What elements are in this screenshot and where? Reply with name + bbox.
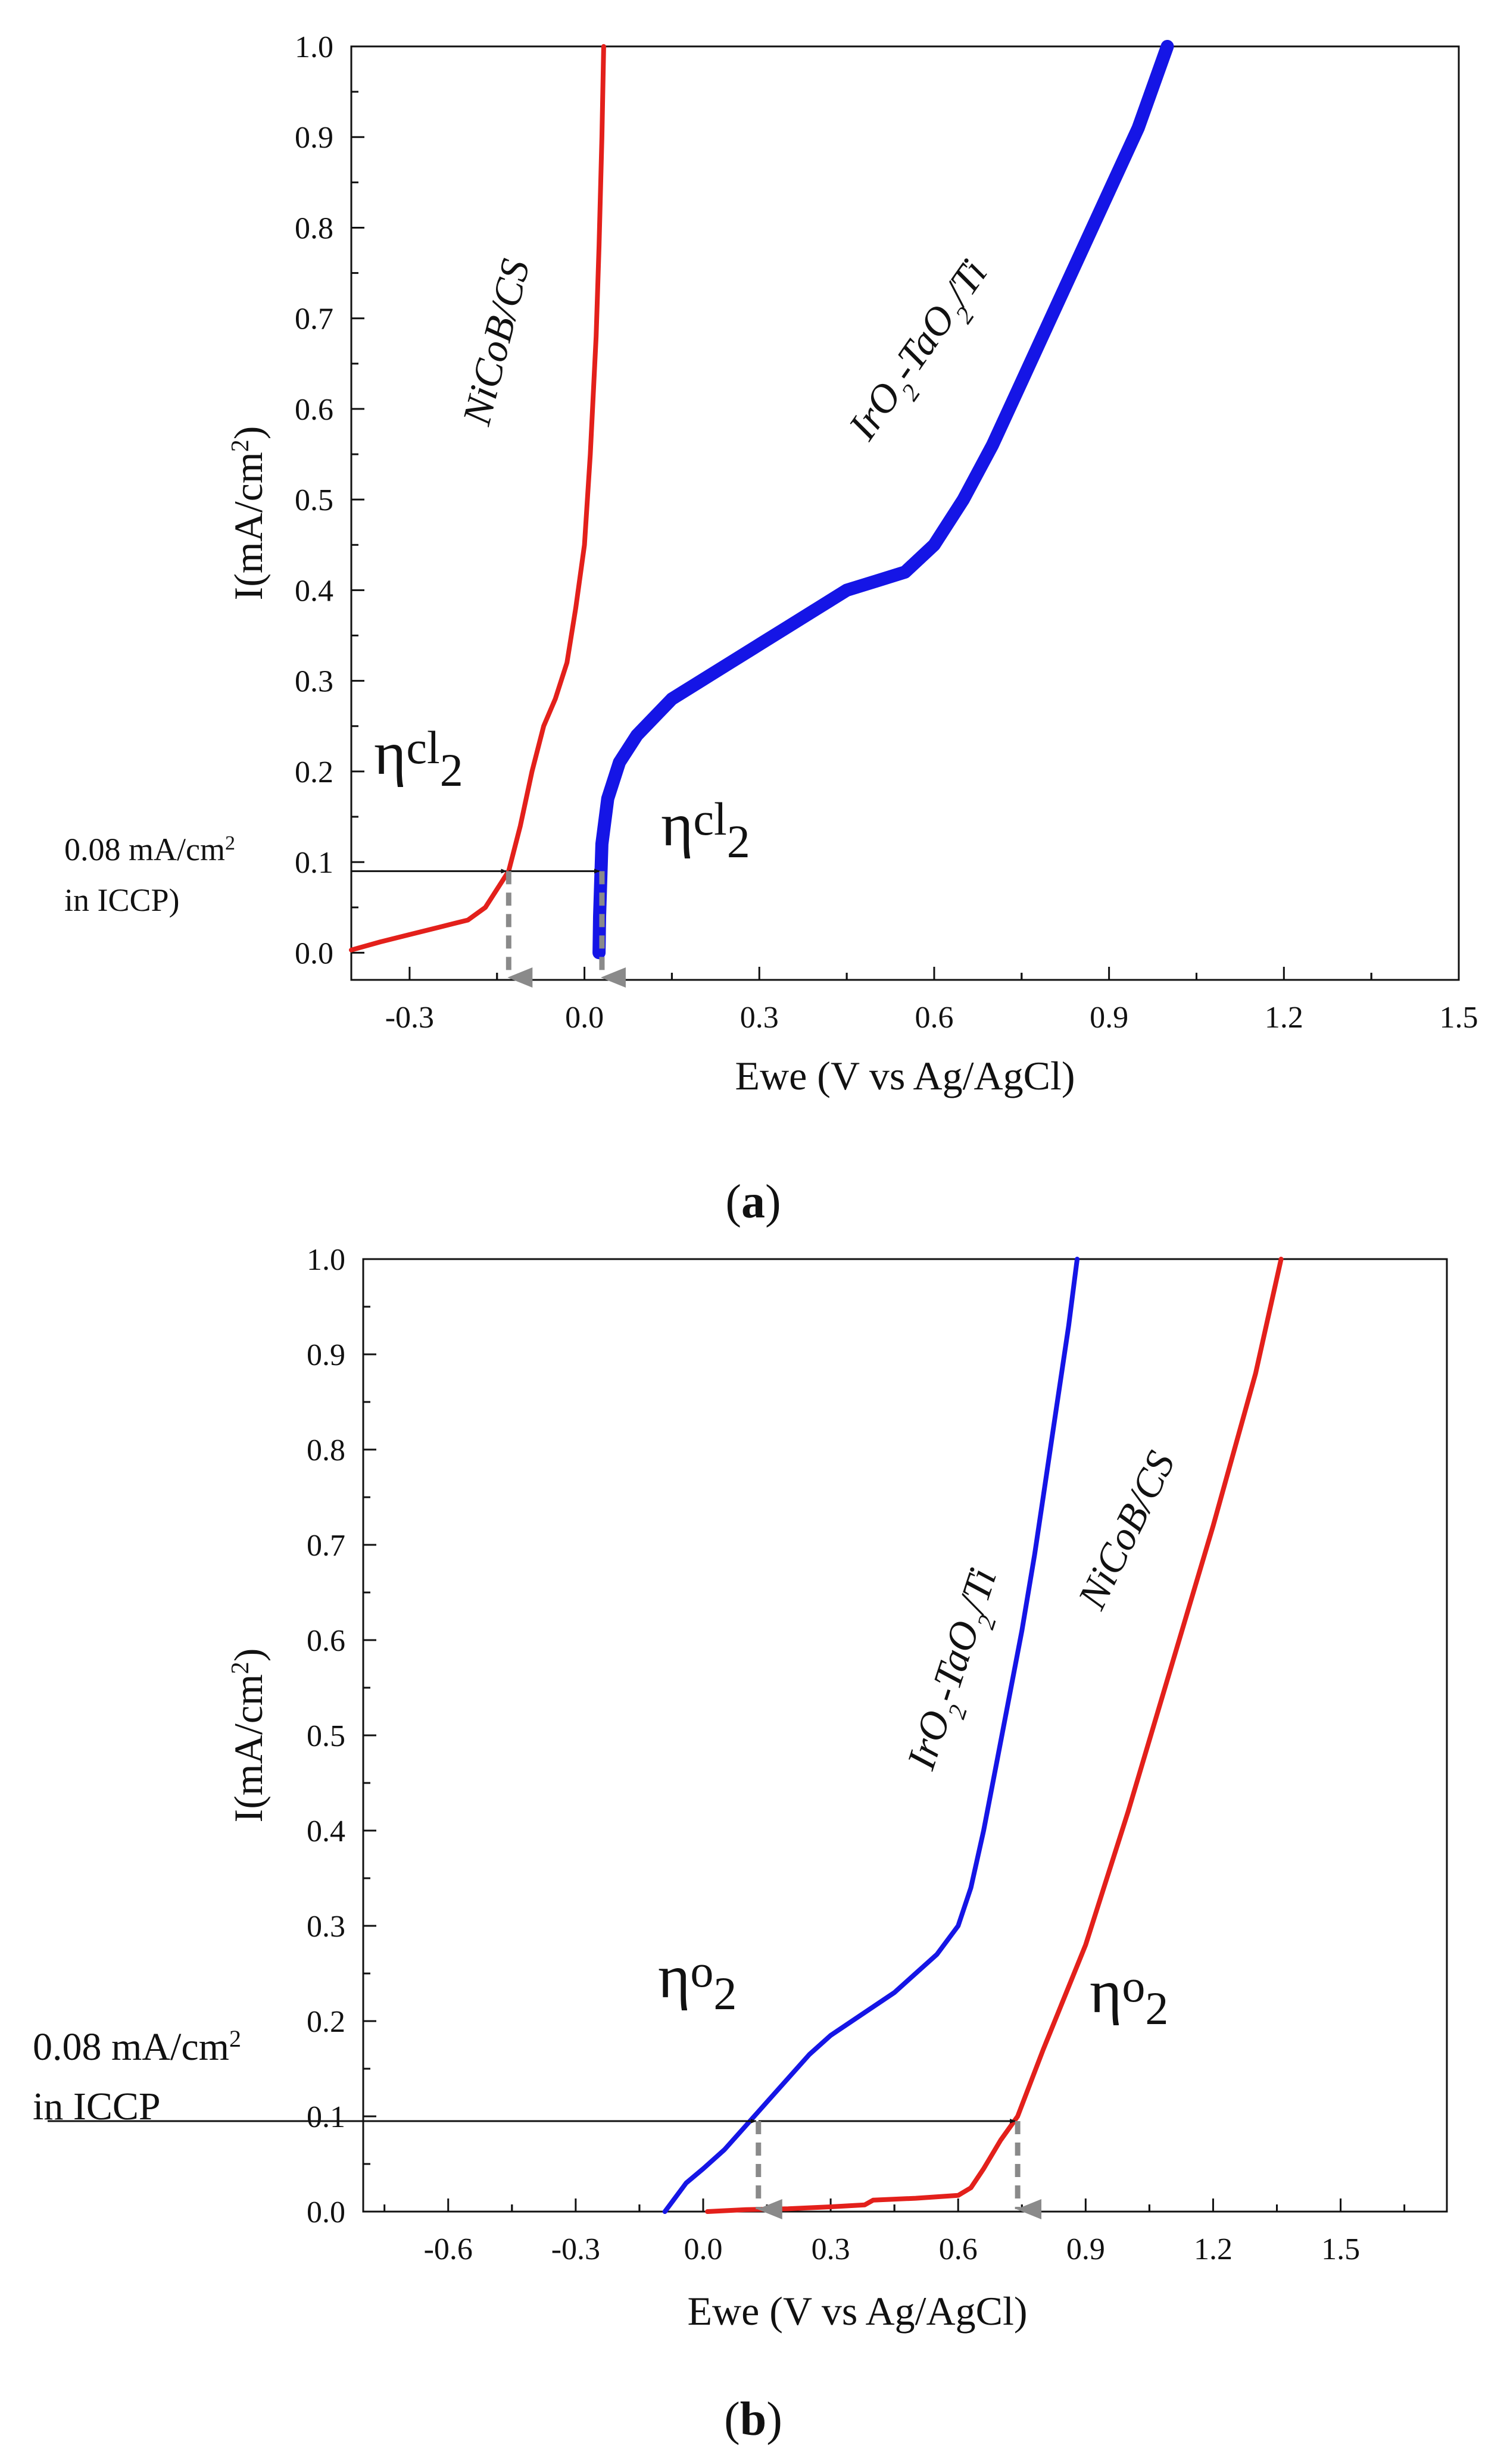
- x-tick-label: 0.9: [1066, 2232, 1105, 2266]
- y-tick-label: 0.7: [307, 1529, 345, 1563]
- x-axis-title: Ewe (V vs Ag/AgCl): [735, 1053, 1075, 1098]
- x-tick-label: 0.6: [915, 1001, 953, 1035]
- y-tick-label: 0.7: [295, 302, 333, 336]
- y-tick-label: 0.6: [307, 1624, 345, 1658]
- panel-caption-a: (a): [725, 1176, 781, 1228]
- y-tick-label: 0.8: [307, 1434, 345, 1467]
- panel-a-chart: 0.0 0.1 0.2 0.3 0.4 0.5 0.6 0.7 0.8 0.9 1.0 -0.3 0.…: [64, 30, 1478, 1228]
- annotations: [351, 869, 626, 988]
- y-axis-title: I(mA/cm2): [226, 1648, 271, 1823]
- y-tick-label: 1.0: [307, 1243, 345, 1277]
- y-tick-label: 0.0: [307, 2196, 345, 2229]
- y-tick-label: 0.9: [307, 1338, 345, 1372]
- x-axis: -0.6 -0.3 0.0 0.3 0.6 0.9 1.2 1.5: [383, 2198, 1406, 2266]
- y-tick-label: 0.0: [295, 936, 333, 970]
- current-density-note: 0.08 mA/cm2: [33, 2025, 241, 2069]
- y-tick-label: 0.3: [295, 665, 333, 699]
- plot-frame: [350, 45, 1460, 981]
- x-tick-label: 0.9: [1090, 1001, 1128, 1035]
- x-tick-label: -0.3: [551, 2232, 600, 2266]
- x-tick-label: 1.2: [1194, 2232, 1233, 2266]
- y-axis: 0.0 0.1 0.2 0.3 0.4 0.5 0.6 0.7 0.8 0.9 1.0: [295, 30, 364, 970]
- eta-cl2-left: ηcl2: [374, 719, 463, 796]
- y-tick-label: 1.0: [295, 30, 333, 64]
- x-tick-label: 1.2: [1265, 1001, 1303, 1035]
- x-tick-label: 0.3: [812, 2232, 850, 2266]
- series-label-nicob: NiCoB/CS: [453, 255, 538, 430]
- y-axis-title: I(mA/cm2): [226, 426, 271, 601]
- y-tick-label: 0.8: [295, 211, 333, 245]
- x-tick-label: 0.3: [740, 1001, 779, 1035]
- x-tick-label: -0.3: [385, 1001, 434, 1035]
- curves: [662, 1257, 1284, 2214]
- x-axis: -0.3 0.0 0.3 0.6 0.9 1.2 1.5: [385, 967, 1478, 1035]
- curves: [349, 40, 1174, 960]
- series-line-iro2: [662, 1257, 1080, 2214]
- iccp-note: in ICCP: [33, 2085, 161, 2128]
- x-tick-label: 0.0: [565, 1001, 604, 1035]
- series-line-iro2: [592, 40, 1174, 960]
- eta-o2-right: ηo2: [1090, 1957, 1168, 2034]
- y-axis: 0.0 0.1 0.2 0.3 0.4 0.5 0.6 0.7 0.8 0.9 1.0: [307, 1243, 376, 2229]
- series-label-nicob: NiCoB/CS: [1069, 1444, 1184, 1616]
- iccp-note: in ICCP): [64, 882, 180, 918]
- y-tick-label: 0.2: [307, 2005, 345, 2039]
- y-tick-label: 0.4: [307, 1815, 345, 1848]
- eta-o2-left: ηo2: [658, 1943, 737, 2019]
- y-tick-label: 0.9: [295, 121, 333, 155]
- series-line-nicob: [705, 1257, 1284, 2214]
- x-tick-label: 0.6: [939, 2232, 978, 2266]
- y-tick-label: 0.6: [295, 393, 333, 427]
- y-tick-label: 0.1: [307, 2100, 345, 2134]
- x-tick-label: 0.0: [684, 2232, 722, 2266]
- current-density-note: 0.08 mA/cm2: [64, 832, 235, 867]
- x-tick-label: 1.5: [1440, 1001, 1478, 1035]
- y-tick-label: 0.2: [295, 755, 333, 789]
- y-tick-label: 0.3: [307, 1910, 345, 1944]
- annotations: [48, 2119, 1042, 2219]
- y-tick-label: 0.4: [295, 574, 333, 608]
- x-tick-label: -0.6: [424, 2232, 473, 2266]
- x-tick-label: 1.5: [1321, 2232, 1360, 2266]
- eta-cl2-right: ηcl2: [661, 791, 750, 867]
- series-line-nicob: [349, 44, 606, 953]
- y-tick-label: 0.1: [295, 846, 333, 880]
- x-axis-title: Ewe (V vs Ag/AgCl): [687, 2288, 1027, 2334]
- series-label-iro2: IrO2-TaO2/Ti: [839, 251, 1004, 454]
- y-tick-label: 0.5: [307, 1719, 345, 1753]
- y-tick-label: 0.5: [295, 483, 333, 517]
- plot-frame: [362, 1258, 1448, 2213]
- panel-caption-b: (b): [724, 2393, 782, 2446]
- panel-b-chart: 0.00.10.20.30.40.50.60.70.80.91.0 -0.6 -0…: [33, 1243, 1448, 2446]
